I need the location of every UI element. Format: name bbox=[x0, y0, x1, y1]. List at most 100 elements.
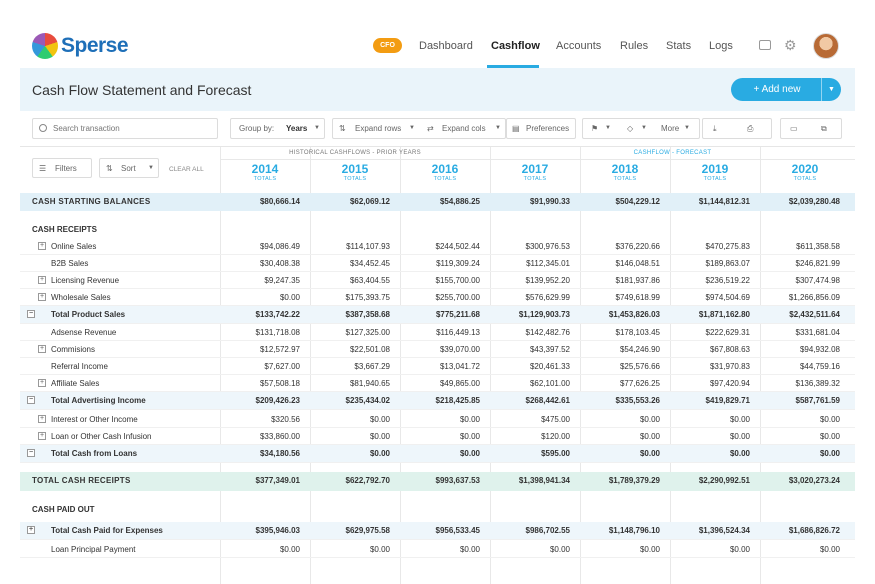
table-cell[interactable]: $94,932.08 bbox=[799, 345, 840, 354]
table-cell[interactable]: $30,408.38 bbox=[259, 259, 300, 268]
table-cell[interactable]: $629,975.58 bbox=[345, 526, 391, 535]
table-row[interactable]: Loan Principal Payment $0.00 $0.00 $0.00 $0.… bbox=[20, 541, 855, 558]
expand-rows-button[interactable]: Expand rows bbox=[355, 124, 402, 133]
expand-icon[interactable]: + bbox=[38, 415, 46, 423]
table-cell[interactable]: $587,761.59 bbox=[795, 396, 841, 405]
table-cell[interactable]: $131,718.08 bbox=[255, 328, 301, 337]
download-icon[interactable]: ⤓ bbox=[713, 124, 717, 133]
table-cell[interactable]: $0.00 bbox=[639, 432, 660, 441]
table-cell[interactable]: $0.00 bbox=[819, 432, 840, 441]
table-cell[interactable]: $175,393.75 bbox=[345, 293, 391, 302]
table-cell[interactable]: $0.00 bbox=[729, 432, 750, 441]
table-cell[interactable]: $116,449.13 bbox=[436, 328, 480, 337]
expand-icon[interactable]: + bbox=[27, 526, 35, 534]
table-cell[interactable]: $97,420.94 bbox=[709, 379, 750, 388]
table-cell[interactable]: $22,501.08 bbox=[349, 345, 390, 354]
table-cell[interactable]: $31,970.83 bbox=[709, 362, 750, 371]
table-row[interactable]: − Total Product Sales $133,742.22 $387,358.… bbox=[20, 306, 855, 324]
table-cell[interactable]: $377,349.01 bbox=[255, 476, 301, 485]
table-cell[interactable]: $395,946.03 bbox=[255, 526, 301, 535]
table-cell[interactable]: $268,442.61 bbox=[525, 396, 571, 405]
nav-dashboard[interactable]: Dashboard bbox=[419, 40, 473, 52]
table-row[interactable]: + Wholesale Sales $0.00 $175,393.75 $255,700… bbox=[20, 289, 855, 306]
expand-rows-icon[interactable]: ⇅ bbox=[339, 124, 346, 133]
table-cell[interactable]: $1,396,524.34 bbox=[698, 526, 750, 535]
table-cell[interactable]: $146,048.51 bbox=[615, 259, 661, 268]
chevron-down-icon[interactable]: ▼ bbox=[821, 78, 841, 101]
user-avatar[interactable] bbox=[813, 33, 839, 59]
table-cell[interactable]: $0.00 bbox=[819, 449, 840, 458]
table-cell[interactable]: $127,325.00 bbox=[345, 328, 391, 337]
more-button[interactable]: More bbox=[661, 124, 680, 133]
expand-icon[interactable]: + bbox=[38, 293, 46, 301]
table-cell[interactable]: $63,404.55 bbox=[349, 276, 390, 285]
group-by-select[interactable]: Group by: Years ▼ bbox=[230, 118, 325, 139]
table-cell[interactable]: $0.00 bbox=[459, 415, 480, 424]
table-cell[interactable]: $44,759.16 bbox=[799, 362, 840, 371]
table-cell[interactable]: $57,508.18 bbox=[259, 379, 300, 388]
sperse-logo-icon[interactable] bbox=[32, 33, 58, 59]
cfo-badge[interactable]: CFO bbox=[373, 38, 402, 53]
filters-button[interactable]: ☰ Filters bbox=[32, 158, 92, 178]
table-row[interactable]: + Total Cash Paid for Expenses $395,946.03… bbox=[20, 522, 855, 540]
year-column-header[interactable]: 2019 TOTALS bbox=[671, 162, 759, 183]
table-cell[interactable]: $986,702.55 bbox=[525, 526, 571, 535]
table-cell[interactable]: $956,533.45 bbox=[435, 526, 481, 535]
table-cell[interactable]: $595.00 bbox=[541, 449, 570, 458]
clear-all-link[interactable]: CLEAR ALL bbox=[169, 166, 204, 173]
table-cell[interactable]: $1,148,796.10 bbox=[608, 526, 660, 535]
table-cell[interactable]: $335,553.26 bbox=[615, 396, 661, 405]
table-cell[interactable]: $218,425.85 bbox=[435, 396, 481, 405]
table-cell[interactable]: $181,937.86 bbox=[615, 276, 661, 285]
table-cell[interactable]: $1,266,856.09 bbox=[788, 293, 840, 302]
table-cell[interactable]: $1,686,826.72 bbox=[788, 526, 840, 535]
table-cell[interactable]: $49,865.00 bbox=[439, 379, 480, 388]
table-cell[interactable]: $91,990.33 bbox=[529, 197, 570, 206]
year-column-header[interactable]: 2014 TOTALS bbox=[221, 162, 309, 183]
table-cell[interactable]: $114,107.93 bbox=[346, 242, 390, 251]
table-cell[interactable]: $1,789,379.29 bbox=[608, 476, 660, 485]
table-cell[interactable]: $155,700.00 bbox=[435, 276, 481, 285]
table-cell[interactable]: $2,290,992.51 bbox=[698, 476, 750, 485]
table-cell[interactable]: $0.00 bbox=[369, 432, 390, 441]
collapse-icon[interactable]: − bbox=[27, 310, 35, 318]
table-row[interactable]: + Commisions $12,572.97 $22,501.08 $39,070.0… bbox=[20, 341, 855, 358]
table-cell[interactable]: $320.56 bbox=[271, 415, 300, 424]
table-row[interactable]: + Licensing Revenue $9,247.35 $63,404.55 $15… bbox=[20, 272, 855, 289]
table-cell[interactable]: $1,398,941.34 bbox=[518, 476, 570, 485]
nav-rules[interactable]: Rules bbox=[620, 40, 649, 52]
comment-icon[interactable]: ▭ bbox=[790, 124, 798, 133]
table-cell[interactable]: $470,275.83 bbox=[705, 242, 751, 251]
table-cell[interactable]: $0.00 bbox=[819, 415, 840, 424]
table-cell[interactable]: $0.00 bbox=[369, 415, 390, 424]
table-cell[interactable]: $1,129,903.73 bbox=[518, 310, 570, 319]
search-box[interactable] bbox=[32, 118, 218, 139]
collapse-icon[interactable]: − bbox=[27, 396, 35, 404]
table-cell[interactable]: $12,572.97 bbox=[259, 345, 300, 354]
table-cell[interactable]: $20,461.33 bbox=[529, 362, 570, 371]
table-cell[interactable]: $235,434.02 bbox=[345, 396, 391, 405]
table-cell[interactable]: $749,618.99 bbox=[615, 293, 661, 302]
table-cell[interactable]: $120.00 bbox=[541, 432, 570, 441]
add-new-label[interactable]: + Add new bbox=[753, 84, 801, 95]
table-cell[interactable]: $77,626.25 bbox=[619, 379, 660, 388]
table-row[interactable]: − Total Cash from Loans $34,180.56 $0.00 $0.… bbox=[20, 445, 855, 463]
table-row[interactable]: CASH RECEIPTS bbox=[20, 221, 855, 238]
table-cell[interactable]: $7,627.00 bbox=[264, 362, 300, 371]
preferences-button[interactable]: ▤ Preferences bbox=[506, 118, 576, 139]
table-cell[interactable]: $13,041.72 bbox=[439, 362, 480, 371]
table-cell[interactable]: $1,871,162.80 bbox=[698, 310, 750, 319]
table-cell[interactable]: $255,700.00 bbox=[435, 293, 481, 302]
table-cell[interactable]: $94,086.49 bbox=[259, 242, 300, 251]
table-cell[interactable]: $622,792.70 bbox=[345, 476, 391, 485]
table-cell[interactable]: $331,681.04 bbox=[795, 328, 841, 337]
table-cell[interactable]: $475.00 bbox=[541, 415, 570, 424]
table-cell[interactable]: $993,637.53 bbox=[435, 476, 481, 485]
table-cell[interactable]: $0.00 bbox=[459, 449, 480, 458]
table-cell[interactable]: $25,576.66 bbox=[619, 362, 660, 371]
table-cell[interactable]: $3,020,273.24 bbox=[788, 476, 840, 485]
table-cell[interactable]: $119,309.24 bbox=[436, 259, 480, 268]
table-row[interactable]: + Interest or Other Income $320.56 $0.00 $0.… bbox=[20, 411, 855, 428]
table-cell[interactable]: $0.00 bbox=[729, 449, 750, 458]
table-cell[interactable]: $43,397.52 bbox=[529, 345, 570, 354]
